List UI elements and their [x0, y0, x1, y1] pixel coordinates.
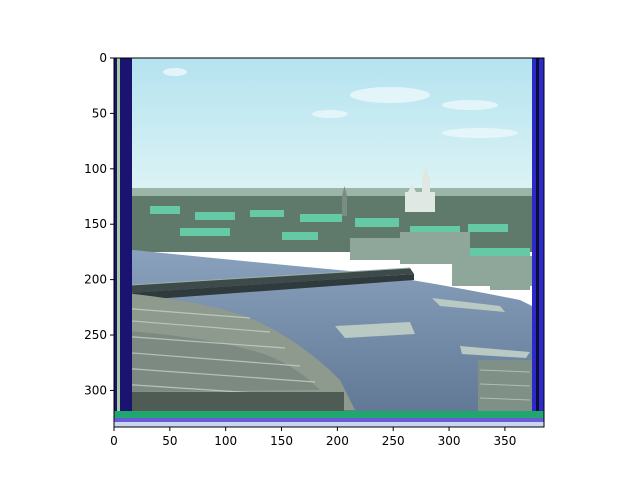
axes-frame: [113, 57, 545, 428]
x-tick-label: 0: [110, 434, 118, 448]
sky: [114, 58, 544, 192]
x-axis: 0 50 100 150 200 250 300 350: [110, 427, 516, 448]
y-tick-label: 50: [92, 106, 107, 120]
y-tick-label: 100: [84, 162, 107, 176]
border-bottom: [114, 411, 544, 418]
clouds: [163, 68, 518, 138]
x-tick-label: 200: [326, 434, 349, 448]
y-tick-label: 200: [84, 273, 107, 287]
x-tick-label: 100: [214, 434, 237, 448]
x-tick-label: 250: [382, 434, 405, 448]
houses: [350, 232, 534, 290]
timber-pile: [114, 292, 532, 418]
y-tick-label: 300: [84, 383, 107, 397]
photograph: [114, 58, 544, 427]
x-tick-label: 50: [162, 434, 177, 448]
border-left: [114, 58, 132, 427]
church: [342, 166, 435, 216]
x-tick-label: 300: [438, 434, 461, 448]
horizon-land: [114, 188, 544, 198]
boats: [335, 298, 530, 358]
x-tick-label: 350: [493, 434, 516, 448]
y-tick-label: 150: [84, 217, 107, 231]
y-axis: 0 50 100 150 200 250 300: [84, 51, 114, 397]
y-tick-label: 250: [84, 328, 107, 342]
x-tick-label: 150: [270, 434, 293, 448]
y-tick-label: 0: [99, 51, 107, 65]
bridge: [114, 267, 414, 302]
